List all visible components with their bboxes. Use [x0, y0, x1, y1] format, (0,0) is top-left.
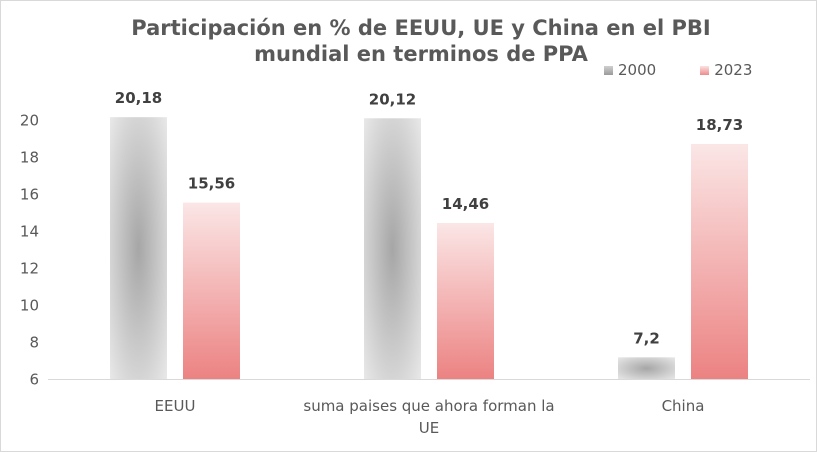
chart-title-line-2: mundial en terminos de PPA	[254, 42, 588, 66]
legend-item-2023: 2023	[700, 61, 752, 79]
chart-title: Participación en % de EEUU, UE y China e…	[41, 15, 801, 67]
bar-2023-1	[437, 222, 494, 380]
data-label-2023-1: 14,46	[442, 195, 489, 213]
y-tick-label: 20	[20, 112, 39, 130]
y-tick-label: 8	[29, 334, 39, 352]
legend-swatch-2000	[604, 65, 613, 75]
data-label-2023-0: 15,56	[188, 175, 235, 193]
data-label-2000-1: 20,12	[369, 90, 416, 108]
x-category-label: EEUU	[155, 397, 196, 415]
y-tick-label: 12	[20, 260, 39, 278]
bar-2000-2	[618, 357, 675, 380]
y-tick-label: 10	[20, 297, 39, 315]
bars-group: 20,18 15,56 20,12 14,46 7,2 18,73	[110, 89, 748, 380]
x-category-label: UE	[419, 419, 439, 437]
y-tick-label: 14	[20, 223, 39, 241]
x-category-label: suma paises que ahora forman la	[303, 397, 554, 415]
y-axis: 6 8 10 12 14 16 18 20	[20, 112, 39, 389]
x-axis: EEUU suma paises que ahora forman la UE Chi…	[48, 379, 810, 437]
data-label-2000-2: 7,2	[633, 329, 660, 347]
bar-2023-2	[691, 143, 748, 380]
chart-title-line-1: Participación en % de EEUU, UE y China e…	[131, 16, 711, 40]
y-tick-label: 18	[20, 149, 39, 167]
bar-2000-1	[364, 118, 421, 380]
bar-2023-0	[183, 202, 240, 380]
legend-label-2023: 2023	[714, 61, 753, 79]
data-label-2023-2: 18,73	[696, 116, 743, 134]
y-tick-label: 6	[29, 371, 39, 389]
legend-label-2000: 2000	[618, 61, 657, 79]
y-tick-label: 16	[20, 186, 39, 204]
bar-2000-0	[110, 117, 167, 380]
chart-legend: 2000 2023	[604, 61, 796, 79]
legend-item-2000: 2000	[604, 61, 656, 79]
legend-swatch-2023	[700, 65, 710, 75]
x-category-label: China	[662, 397, 705, 415]
data-label-2000-0: 20,18	[115, 89, 162, 107]
